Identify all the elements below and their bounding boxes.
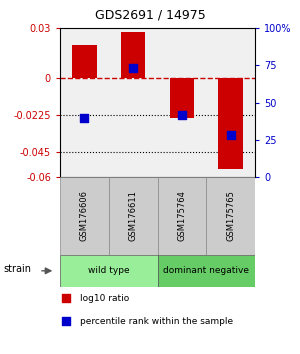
Bar — [60, 177, 109, 255]
Bar — [121, 32, 145, 78]
Bar — [109, 177, 158, 255]
Point — [82, 115, 87, 120]
Text: wild type: wild type — [88, 266, 130, 275]
Text: GDS2691 / 14975: GDS2691 / 14975 — [94, 9, 206, 22]
Bar — [158, 177, 206, 255]
Bar — [206, 177, 255, 255]
Text: strain: strain — [3, 264, 31, 274]
Bar — [158, 255, 255, 287]
Bar — [60, 255, 158, 287]
Text: GSM176606: GSM176606 — [80, 190, 89, 241]
Point — [64, 295, 68, 301]
Bar — [170, 78, 194, 118]
Text: percentile rank within the sample: percentile rank within the sample — [80, 317, 232, 326]
Text: GSM175764: GSM175764 — [177, 190, 186, 241]
Text: GSM175765: GSM175765 — [226, 190, 235, 241]
Point — [179, 112, 184, 118]
Point — [64, 319, 68, 324]
Bar — [218, 78, 243, 169]
Point — [228, 132, 233, 138]
Bar — [72, 45, 97, 78]
Text: GSM176611: GSM176611 — [129, 190, 138, 241]
Text: dominant negative: dominant negative — [163, 266, 249, 275]
Point — [131, 65, 136, 71]
Text: log10 ratio: log10 ratio — [80, 294, 129, 303]
